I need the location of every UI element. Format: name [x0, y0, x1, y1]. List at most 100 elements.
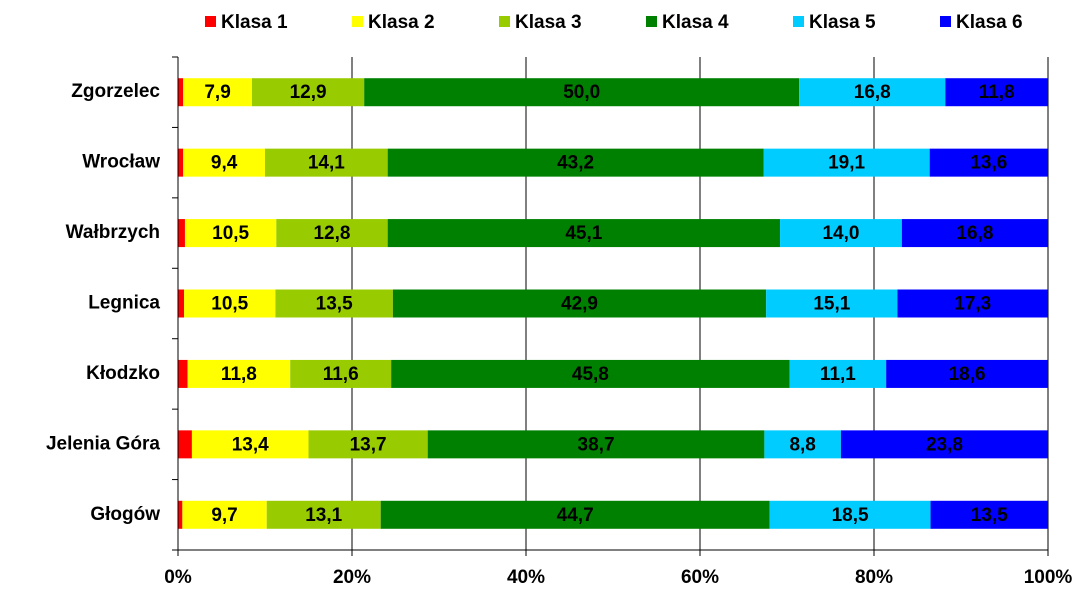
data-label: 7,9	[204, 82, 230, 103]
data-label: 38,7	[578, 434, 615, 455]
bar-segment	[897, 289, 1048, 318]
data-label: 16,8	[854, 82, 891, 103]
bar-segment	[178, 78, 184, 107]
data-label: 11,8	[979, 82, 1015, 103]
bar-segment	[290, 359, 392, 388]
legend-label: Klasa 2	[368, 12, 435, 33]
bar-segment	[780, 219, 902, 248]
y-tick-label: Jelenia Góra	[46, 433, 160, 454]
x-tick-label: 80%	[855, 567, 893, 588]
bar-segment	[380, 500, 770, 529]
data-label: 16,8	[956, 223, 993, 244]
bar-segment	[901, 219, 1048, 248]
bar-segment	[391, 359, 790, 388]
x-tick-label: 60%	[681, 567, 719, 588]
data-label: 13,1	[305, 505, 342, 526]
y-tick-label: Głogów	[90, 504, 160, 525]
data-label: 45,8	[572, 364, 609, 385]
bar-segment	[275, 289, 393, 318]
y-tick-label: Zgorzelec	[71, 81, 160, 102]
bar-segment	[265, 148, 388, 177]
bar-segment	[184, 219, 277, 248]
data-label: 44,7	[557, 505, 594, 526]
bar-segment	[183, 78, 252, 107]
data-label: 11,6	[323, 364, 359, 385]
legend-label: Klasa 6	[956, 12, 1023, 33]
legend-swatch	[205, 16, 216, 27]
legend-swatch	[646, 16, 657, 27]
bar-segment	[184, 289, 276, 318]
y-tick-label: Kłodzko	[86, 363, 160, 384]
bar-segment	[840, 430, 1048, 459]
x-tick-label: 0%	[164, 567, 192, 588]
bar-segment	[182, 500, 267, 529]
data-label: 18,6	[949, 364, 986, 385]
legend-label: Klasa 1	[221, 12, 288, 33]
bar-segment	[427, 430, 765, 459]
data-label: 12,8	[313, 223, 350, 244]
bar-segment	[178, 430, 192, 459]
data-label: 50,0	[563, 82, 600, 103]
bar-segment	[178, 219, 185, 248]
bar-segment	[276, 219, 388, 248]
legend-swatch	[499, 16, 510, 27]
data-label: 9,4	[211, 153, 238, 174]
bar-segment	[945, 78, 1048, 107]
legend-swatch	[352, 16, 363, 27]
bar-segment	[187, 359, 291, 388]
data-label: 9,7	[211, 505, 237, 526]
data-label: 15,1	[813, 294, 850, 315]
bar-segment	[178, 148, 184, 177]
bar-segment	[308, 430, 428, 459]
bar-segment	[387, 148, 764, 177]
bar-segment	[178, 289, 185, 318]
bar-segment	[764, 430, 841, 459]
bar-segment	[763, 148, 930, 177]
bar-segment	[766, 289, 898, 318]
data-label: 13,6	[970, 153, 1007, 174]
y-tick-label: Wałbrzych	[66, 222, 160, 243]
bar-segment	[191, 430, 309, 459]
data-label: 13,4	[232, 434, 269, 455]
bar-segment	[886, 359, 1048, 388]
data-label: 11,1	[820, 364, 856, 385]
legend-swatch	[793, 16, 804, 27]
bar-segment	[929, 148, 1048, 177]
bar-segment	[178, 359, 188, 388]
data-label: 19,1	[828, 153, 865, 174]
y-tick-label: Wrocław	[82, 152, 160, 173]
data-label: 43,2	[557, 153, 594, 174]
bar-segment	[769, 500, 931, 529]
bar-segment	[789, 359, 887, 388]
bar-segment	[251, 78, 365, 107]
bar-segment	[266, 500, 381, 529]
data-label: 13,5	[316, 294, 353, 315]
legend-label: Klasa 4	[662, 12, 729, 33]
data-label: 45,1	[565, 223, 602, 244]
bar-segment	[178, 500, 183, 529]
data-label: 18,5	[832, 505, 869, 526]
bar-segment	[183, 148, 265, 177]
bar-segment	[387, 219, 781, 248]
y-tick-label: Legnica	[88, 293, 160, 314]
data-label: 8,8	[789, 434, 815, 455]
legend-label: Klasa 3	[515, 12, 582, 33]
data-label: 13,5	[971, 505, 1008, 526]
data-label: 14,1	[308, 153, 345, 174]
data-label: 12,9	[290, 82, 327, 103]
x-tick-label: 100%	[1024, 567, 1073, 588]
legend-label: Klasa 5	[809, 12, 876, 33]
bar-segment	[364, 78, 800, 107]
bar-segment	[930, 500, 1048, 529]
legend-swatch	[940, 16, 951, 27]
x-tick-label: 20%	[333, 567, 371, 588]
x-tick-label: 40%	[507, 567, 545, 588]
data-label: 42,9	[561, 294, 598, 315]
data-label: 13,7	[350, 434, 387, 455]
data-label: 17,3	[954, 294, 991, 315]
data-label: 14,0	[822, 223, 859, 244]
bar-segment	[799, 78, 946, 107]
data-label: 23,8	[926, 434, 963, 455]
data-label: 10,5	[212, 223, 249, 244]
